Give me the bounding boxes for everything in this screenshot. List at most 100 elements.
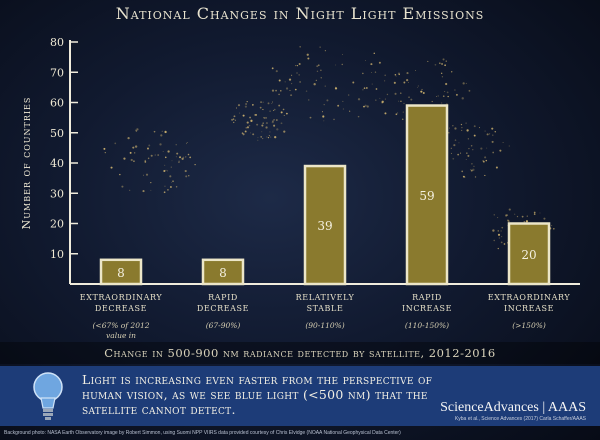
city-light-dot (271, 121, 274, 124)
city-light-dot (321, 111, 323, 113)
city-light-dot (176, 152, 179, 155)
axis-title-band (0, 342, 600, 364)
city-light-dot (480, 147, 483, 150)
city-light-dot (133, 160, 135, 162)
city-light-dot (484, 156, 487, 159)
city-light-dot (357, 98, 361, 101)
city-light-dot (525, 220, 529, 223)
city-light-dot (233, 115, 236, 118)
city-light-dot (187, 153, 190, 156)
city-light-dot (184, 169, 187, 173)
city-light-dot (357, 115, 360, 118)
city-light-dot (427, 60, 429, 62)
city-light-dot (145, 173, 149, 176)
city-light-dot (471, 163, 473, 165)
city-light-dot (434, 63, 437, 66)
category-label: increase (504, 304, 554, 313)
bar (507, 222, 551, 286)
city-light-dot (276, 128, 279, 131)
city-light-dot (342, 100, 344, 102)
city-light-dot (398, 100, 400, 102)
city-light-dot (273, 119, 275, 121)
city-light-dot (523, 220, 526, 223)
city-light-dot (296, 72, 298, 74)
city-light-dot (123, 157, 126, 160)
city-light-dot (342, 108, 345, 110)
city-light-dot (278, 93, 280, 96)
city-light-dot (237, 104, 241, 107)
city-light-dot (461, 127, 463, 129)
city-light-dot (371, 71, 373, 73)
city-light-dot (144, 159, 146, 161)
city-light-dot (406, 78, 409, 82)
city-light-dot (448, 132, 450, 134)
city-light-dot (485, 159, 488, 162)
city-light-dot (500, 241, 503, 244)
city-light-dot (233, 121, 235, 124)
city-light-dot (164, 164, 166, 166)
city-light-dot (130, 158, 133, 162)
city-light-dot (501, 236, 503, 238)
city-light-dot (400, 100, 402, 102)
city-light-dot (408, 96, 410, 99)
city-light-dot (251, 103, 254, 106)
category-range-label: (67-90%) (206, 321, 241, 330)
city-light-dot (144, 160, 147, 163)
chart-title: National Changes in Night Light Emission… (115, 4, 485, 23)
y-tick-label: 20 (50, 218, 64, 231)
photo-credit: Background photo: NASA Earth Observatory… (4, 430, 401, 436)
city-light-dot (497, 247, 499, 250)
category-label: Extraordinary (488, 293, 571, 302)
city-light-dot (441, 102, 443, 104)
category-label: Rapid (412, 293, 442, 302)
city-light-dot (384, 98, 386, 100)
category-range-label: (90-110%) (305, 321, 344, 330)
city-light-dot (393, 81, 396, 84)
city-light-dot (486, 147, 488, 149)
city-light-dot (497, 233, 501, 236)
city-light-dot (164, 185, 166, 187)
city-light-dot (462, 175, 465, 178)
city-light-dot (495, 166, 498, 169)
city-light-dot (461, 129, 463, 131)
city-light-dot (250, 132, 252, 134)
city-light-dot (282, 108, 285, 111)
city-light-dot (324, 85, 326, 87)
city-light-dot (291, 83, 293, 85)
city-light-dot (171, 160, 173, 162)
city-light-dot (420, 90, 423, 93)
city-light-dot (188, 175, 190, 177)
city-light-dot (181, 157, 184, 160)
city-light-dot (335, 64, 337, 66)
city-light-dot (497, 230, 499, 232)
city-light-dot (150, 154, 153, 157)
chart-axes: 10 20 30 40 50 60 70 80 Number of countries (20, 36, 580, 285)
city-light-dot (280, 122, 283, 125)
city-light-dot (298, 74, 300, 76)
city-light-dot (349, 110, 351, 112)
city-light-dot (294, 88, 297, 91)
city-light-dot (308, 99, 310, 101)
city-light-dot (451, 71, 453, 73)
city-light-dot (439, 62, 441, 65)
city-light-dot (271, 101, 274, 103)
city-light-dot (169, 175, 172, 178)
city-light-dot (465, 122, 467, 124)
city-light-dot (465, 82, 467, 85)
city-light-dot (437, 95, 439, 97)
city-light-dot (491, 127, 494, 130)
city-light-dot (363, 105, 365, 108)
city-light-dot (442, 95, 445, 97)
city-light-dot (386, 93, 389, 96)
city-light-dot (466, 152, 468, 154)
city-light-dot (129, 189, 131, 191)
city-light-dot (543, 217, 546, 220)
city-light-dot (320, 69, 322, 72)
city-light-dot (454, 127, 457, 130)
city-light-dot (442, 58, 445, 61)
category-range-label: (>150%) (512, 321, 546, 330)
city-light-dot (497, 217, 499, 219)
city-light-dot (533, 213, 536, 215)
category-label: decrease (95, 304, 147, 313)
city-light-dot (233, 118, 235, 120)
